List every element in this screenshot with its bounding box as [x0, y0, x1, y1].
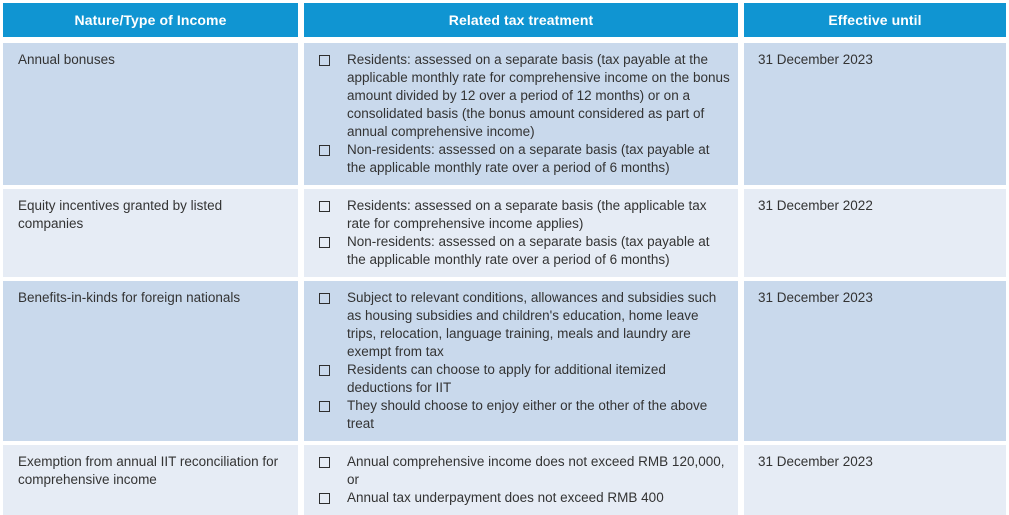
header-nature-type-of-income: Nature/Type of Income [3, 3, 298, 37]
header-related-tax-treatment: Related tax treatment [304, 3, 738, 37]
checkbox-bullet-icon [319, 365, 330, 376]
tax-treatment-cell: Residents: assessed on a separate basis … [304, 43, 738, 185]
checkbox-bullet-icon [319, 457, 330, 468]
table-row: Annual bonuses Residents: assessed on a … [3, 43, 1006, 185]
checkbox-bullet-icon [319, 401, 330, 412]
table-row: Benefits-in-kinds for foreign nationals … [3, 281, 1006, 441]
tax-treatment-cell: Residents: assessed on a separate basis … [304, 189, 738, 277]
treatment-bullet-item: Residents: assessed on a separate basis … [319, 197, 730, 233]
header-effective-until: Effective until [744, 3, 1006, 37]
treatment-text: Residents can choose to apply for additi… [347, 362, 666, 395]
treatment-bullet-item: They should choose to enjoy either or th… [319, 397, 730, 433]
treatment-bullet-item: Residents can choose to apply for additi… [319, 361, 730, 397]
effective-until-cell: 31 December 2023 [744, 445, 1006, 515]
treatment-text: Non-residents: assessed on a separate ba… [347, 234, 710, 267]
treatment-bullet-item: Residents: assessed on a separate basis … [319, 51, 730, 141]
treatment-bullet-item: Non-residents: assessed on a separate ba… [319, 141, 730, 177]
tax-treatment-cell: Annual comprehensive income does not exc… [304, 445, 738, 515]
effective-until-cell: 31 December 2023 [744, 43, 1006, 185]
treatment-text: Annual comprehensive income does not exc… [347, 454, 725, 487]
treatment-text: Subject to relevant conditions, allowanc… [347, 290, 717, 359]
effective-until-cell: 31 December 2023 [744, 281, 1006, 441]
checkbox-bullet-icon [319, 201, 330, 212]
treatment-bullet-item: Annual tax underpayment does not exceed … [319, 489, 730, 507]
income-type-cell: Equity incentives granted by listed comp… [3, 189, 298, 277]
tax-treatment-cell: Subject to relevant conditions, allowanc… [304, 281, 738, 441]
treatment-text: Residents: assessed on a separate basis … [347, 198, 707, 231]
treatment-text: Annual tax underpayment does not exceed … [347, 490, 664, 505]
checkbox-bullet-icon [319, 293, 330, 304]
table-header-row: Nature/Type of Income Related tax treatm… [3, 3, 1006, 37]
tax-treatment-table: Nature/Type of Income Related tax treatm… [3, 3, 1006, 515]
treatment-bullet-item: Annual comprehensive income does not exc… [319, 453, 730, 489]
checkbox-bullet-icon [319, 493, 330, 504]
treatment-bullet-item: Subject to relevant conditions, allowanc… [319, 289, 730, 361]
treatment-bullet-item: Non-residents: assessed on a separate ba… [319, 233, 730, 269]
treatment-text: They should choose to enjoy either or th… [347, 398, 708, 431]
effective-until-cell: 31 December 2022 [744, 189, 1006, 277]
table-row: Equity incentives granted by listed comp… [3, 189, 1006, 277]
income-type-cell: Exemption from annual IIT reconciliation… [3, 445, 298, 515]
table-row: Exemption from annual IIT reconciliation… [3, 445, 1006, 515]
treatment-text: Residents: assessed on a separate basis … [347, 52, 730, 139]
checkbox-bullet-icon [319, 237, 330, 248]
checkbox-bullet-icon [319, 55, 330, 66]
income-type-cell: Annual bonuses [3, 43, 298, 185]
income-type-cell: Benefits-in-kinds for foreign nationals [3, 281, 298, 441]
checkbox-bullet-icon [319, 145, 330, 156]
treatment-text: Non-residents: assessed on a separate ba… [347, 142, 710, 175]
table-body: Annual bonuses Residents: assessed on a … [3, 43, 1006, 515]
